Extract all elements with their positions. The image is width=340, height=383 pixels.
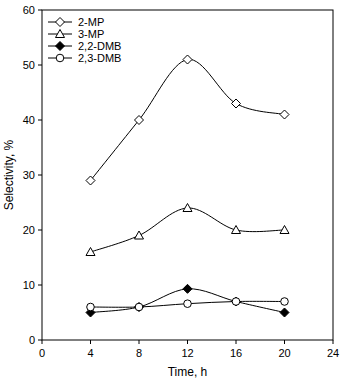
- plot-area: [86, 55, 289, 317]
- data-point: [86, 176, 95, 185]
- x-tick: [333, 340, 334, 344]
- data-point: [86, 248, 95, 256]
- legend: 2-MP3-MP2,2-DMB2,3-DMB: [48, 16, 121, 64]
- x-tick: [90, 340, 91, 344]
- chart: 0 10 20 30 40 50 60 0 4 8 12 16 20 24 Time, h Selectivi…: [0, 0, 340, 383]
- x-tick-label: 4: [87, 347, 93, 359]
- y-tick: [38, 285, 42, 286]
- plot-frame: [42, 10, 333, 340]
- legend-label: 2-MP: [78, 16, 104, 28]
- y-tick-label: 10: [23, 279, 35, 291]
- x-tick-label: 24: [327, 347, 339, 359]
- data-point: [232, 297, 241, 306]
- series: [86, 204, 289, 256]
- legend-marker: [56, 18, 65, 27]
- x-tick: [236, 340, 237, 344]
- data-point: [135, 303, 143, 311]
- x-tick: [139, 340, 140, 344]
- y-tick-label: 0: [29, 334, 35, 346]
- data-point: [183, 55, 192, 64]
- data-point: [183, 284, 192, 293]
- x-tick-label: 20: [278, 347, 290, 359]
- data-point: [184, 300, 192, 308]
- y-tick-label: 60: [23, 4, 35, 16]
- y-tick: [38, 230, 42, 231]
- series: [86, 55, 289, 185]
- legend-marker: [56, 54, 64, 62]
- y-tick: [38, 175, 42, 176]
- x-tick: [42, 340, 43, 344]
- y-tick-label: 50: [23, 59, 35, 71]
- y-tick-label: 30: [23, 169, 35, 181]
- x-tick-label: 16: [230, 347, 242, 359]
- y-tick: [38, 10, 42, 11]
- x-axis-label: Time, h: [168, 365, 208, 379]
- y-tick: [38, 340, 42, 341]
- series-line: [91, 59, 285, 180]
- data-point: [281, 298, 289, 306]
- data-point: [232, 226, 241, 234]
- data-point: [135, 116, 144, 125]
- y-axis-label: Selectivity, %: [2, 139, 16, 210]
- data-point: [232, 298, 240, 306]
- data-point: [135, 231, 144, 239]
- series-line: [91, 208, 285, 252]
- data-point: [280, 308, 289, 317]
- x-tick-label: 0: [39, 347, 45, 359]
- legend-marker: [56, 30, 65, 38]
- y-tick-label: 40: [23, 114, 35, 126]
- x-tick: [187, 340, 188, 344]
- legend-marker: [56, 42, 65, 51]
- data-point: [183, 204, 192, 212]
- data-point: [280, 226, 289, 234]
- x-tick: [284, 340, 285, 344]
- data-point: [87, 303, 95, 311]
- y-tick: [38, 65, 42, 66]
- data-point: [280, 110, 289, 119]
- x-tick-label: 8: [136, 347, 142, 359]
- data-point: [135, 303, 144, 312]
- data-point: [232, 99, 241, 108]
- series: [86, 284, 289, 317]
- series: [87, 298, 289, 311]
- legend-label: 2,2-DMB: [78, 40, 121, 52]
- y-tick-label: 20: [23, 224, 35, 236]
- x-tick-label: 12: [181, 347, 193, 359]
- legend-label: 2,3-DMB: [78, 52, 121, 64]
- legend-label: 3-MP: [78, 28, 104, 40]
- y-tick: [38, 120, 42, 121]
